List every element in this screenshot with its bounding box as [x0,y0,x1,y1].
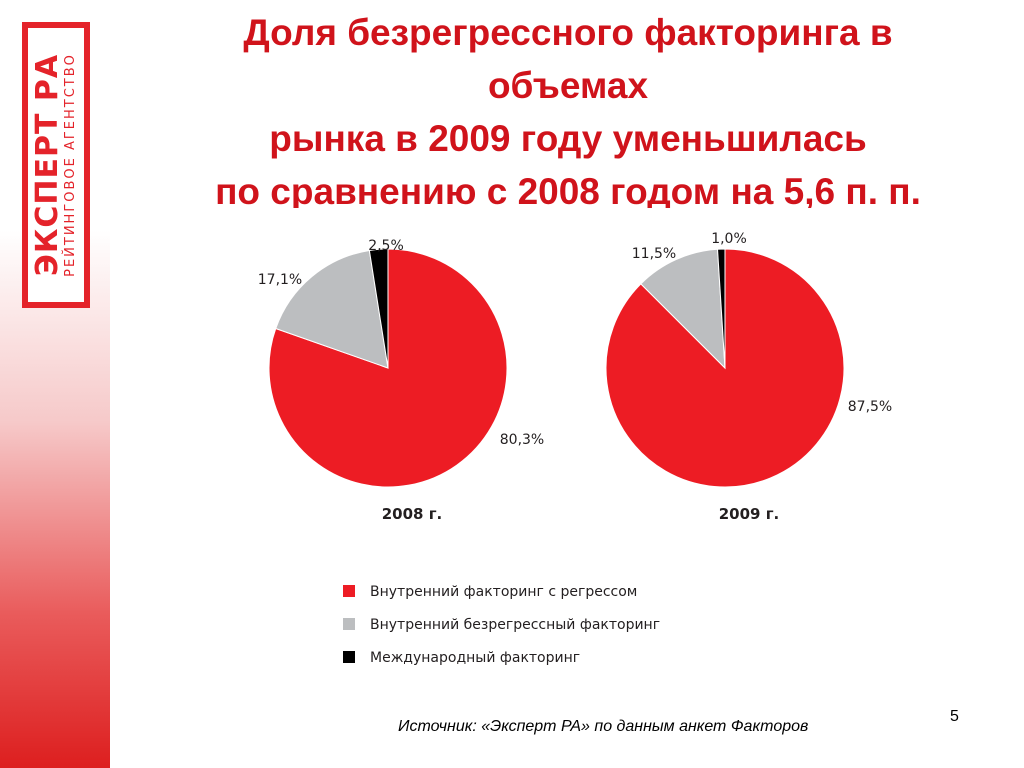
data-label-1-1: 11,5% [632,246,676,262]
logo-main-text: ЭКСПЕРТ РА [30,53,65,277]
title-line-4: по сравнению с 2008 годом на 5,6 п. п. [215,171,921,212]
pie-slice-0-1 [275,249,389,369]
pie-slice-1-1 [640,248,726,370]
pie-charts-svg: 80,3% 17,1% 2,5% 2008 г. 87,5% 11,5% 1,0% 2009 … [258,231,892,666]
title-line-3: рынка в 2009 году уменьшилась [269,118,867,159]
legend-label-2: Международный факторинг [370,650,580,666]
legend-swatch-0 [343,585,355,597]
chart-title-1: 2009 г. [719,505,780,523]
page-number: 5 [950,708,959,725]
title-line-2: объемах [487,65,649,106]
legend-swatch-1 [343,618,355,630]
pie-slice-0-2 [368,248,389,369]
data-label-0-0: 80,3% [500,432,544,448]
source-note: Источник: «Эксперт РА» по данным анкет Ф… [398,718,809,735]
logo-sub-text: РЕЙТИНГОВОЕ АГЕНТСТВО [63,53,78,277]
expert-ra-logo: ЭКСПЕРТ РА РЕЙТИНГОВОЕ АГЕНТСТВО [22,22,90,308]
slide-title: Доля безрегрессного факторинга в объемах… [112,6,1024,214]
legend-swatch-2 [343,651,355,663]
title-line-1: Доля безрегрессного факторинга в [243,12,893,53]
chart-title-0: 2008 г. [382,505,443,523]
legend-label-1: Внутренний безрегрессный факторинг [370,617,660,633]
data-label-0-1: 17,1% [258,272,302,288]
data-label-1-2: 1,0% [711,231,747,247]
data-label-0-2: 2,5% [368,238,404,254]
legend-label-0: Внутренний факторинг с регрессом [370,584,637,600]
logo-text: ЭКСПЕРТ РА РЕЙТИНГОВОЕ АГЕНТСТВО [30,53,79,277]
chart-area: 80,3% 17,1% 2,5% 2008 г. 87,5% 11,5% 1,0% 2009 … [240,208,930,678]
data-label-1-0: 87,5% [848,399,892,415]
pie-slice-1-2 [716,248,726,369]
logo-inner [28,28,84,302]
